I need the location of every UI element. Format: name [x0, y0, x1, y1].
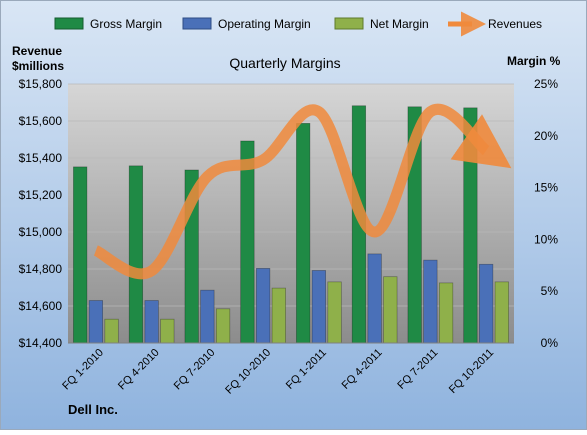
left-tick-label: $15,400 [19, 151, 63, 165]
bar-operating-margin [145, 301, 159, 343]
left-tick-label: $15,800 [19, 77, 63, 91]
bar-operating-margin [368, 254, 382, 343]
bar-operating-margin [89, 301, 103, 343]
left-tick-label: $15,600 [19, 114, 63, 128]
legend-swatch-gross-margin [55, 18, 83, 29]
bar-operating-margin [479, 264, 493, 343]
right-tick-label: 25% [534, 77, 558, 91]
left-tick-label: $14,400 [19, 336, 63, 350]
bar-net-margin [105, 319, 119, 343]
right-tick-label: 15% [534, 181, 558, 195]
bar-net-margin [384, 277, 398, 343]
right-tick-label: 5% [541, 284, 559, 298]
source-label: Dell Inc. [68, 402, 118, 417]
bar-gross-margin [296, 123, 310, 343]
legend-item-net-margin: Net Margin [335, 17, 429, 31]
right-axis-label: Margin % [507, 54, 561, 68]
bar-net-margin [161, 319, 175, 343]
bar-net-margin [272, 288, 286, 343]
bar-net-margin [495, 282, 509, 343]
legend-label-gross-margin: Gross Margin [90, 17, 162, 31]
bar-operating-margin [256, 268, 270, 343]
left-axis-label-line2: $millions [12, 59, 64, 73]
right-tick-label: 10% [534, 232, 558, 246]
legend-label-revenues: Revenues [488, 17, 542, 31]
bar-net-margin [439, 283, 453, 343]
bar-net-margin [328, 282, 342, 343]
bar-gross-margin [129, 166, 143, 343]
left-tick-label: $14,600 [19, 299, 63, 313]
legend-swatch-net-margin [335, 18, 363, 29]
bar-net-margin [216, 309, 230, 343]
legend-item-gross-margin: Gross Margin [55, 17, 162, 31]
legend-label-operating-margin: Operating Margin [218, 17, 311, 31]
chart-title: Quarterly Margins [229, 55, 340, 71]
bar-operating-margin [424, 260, 438, 343]
bar-gross-margin [241, 141, 255, 343]
legend-label-net-margin: Net Margin [370, 17, 429, 31]
bar-operating-margin [312, 270, 326, 343]
left-tick-label: $15,200 [19, 188, 63, 202]
legend-swatch-operating-margin [183, 18, 211, 29]
left-axis-label-line1: Revenue [12, 44, 62, 58]
left-tick-label: $14,800 [19, 262, 63, 276]
right-tick-label: 20% [534, 129, 558, 143]
right-tick-label: 0% [541, 336, 559, 350]
bar-operating-margin [201, 290, 215, 343]
bar-gross-margin [73, 167, 87, 343]
left-tick-label: $15,000 [19, 225, 63, 239]
legend-item-operating-margin: Operating Margin [183, 17, 311, 31]
